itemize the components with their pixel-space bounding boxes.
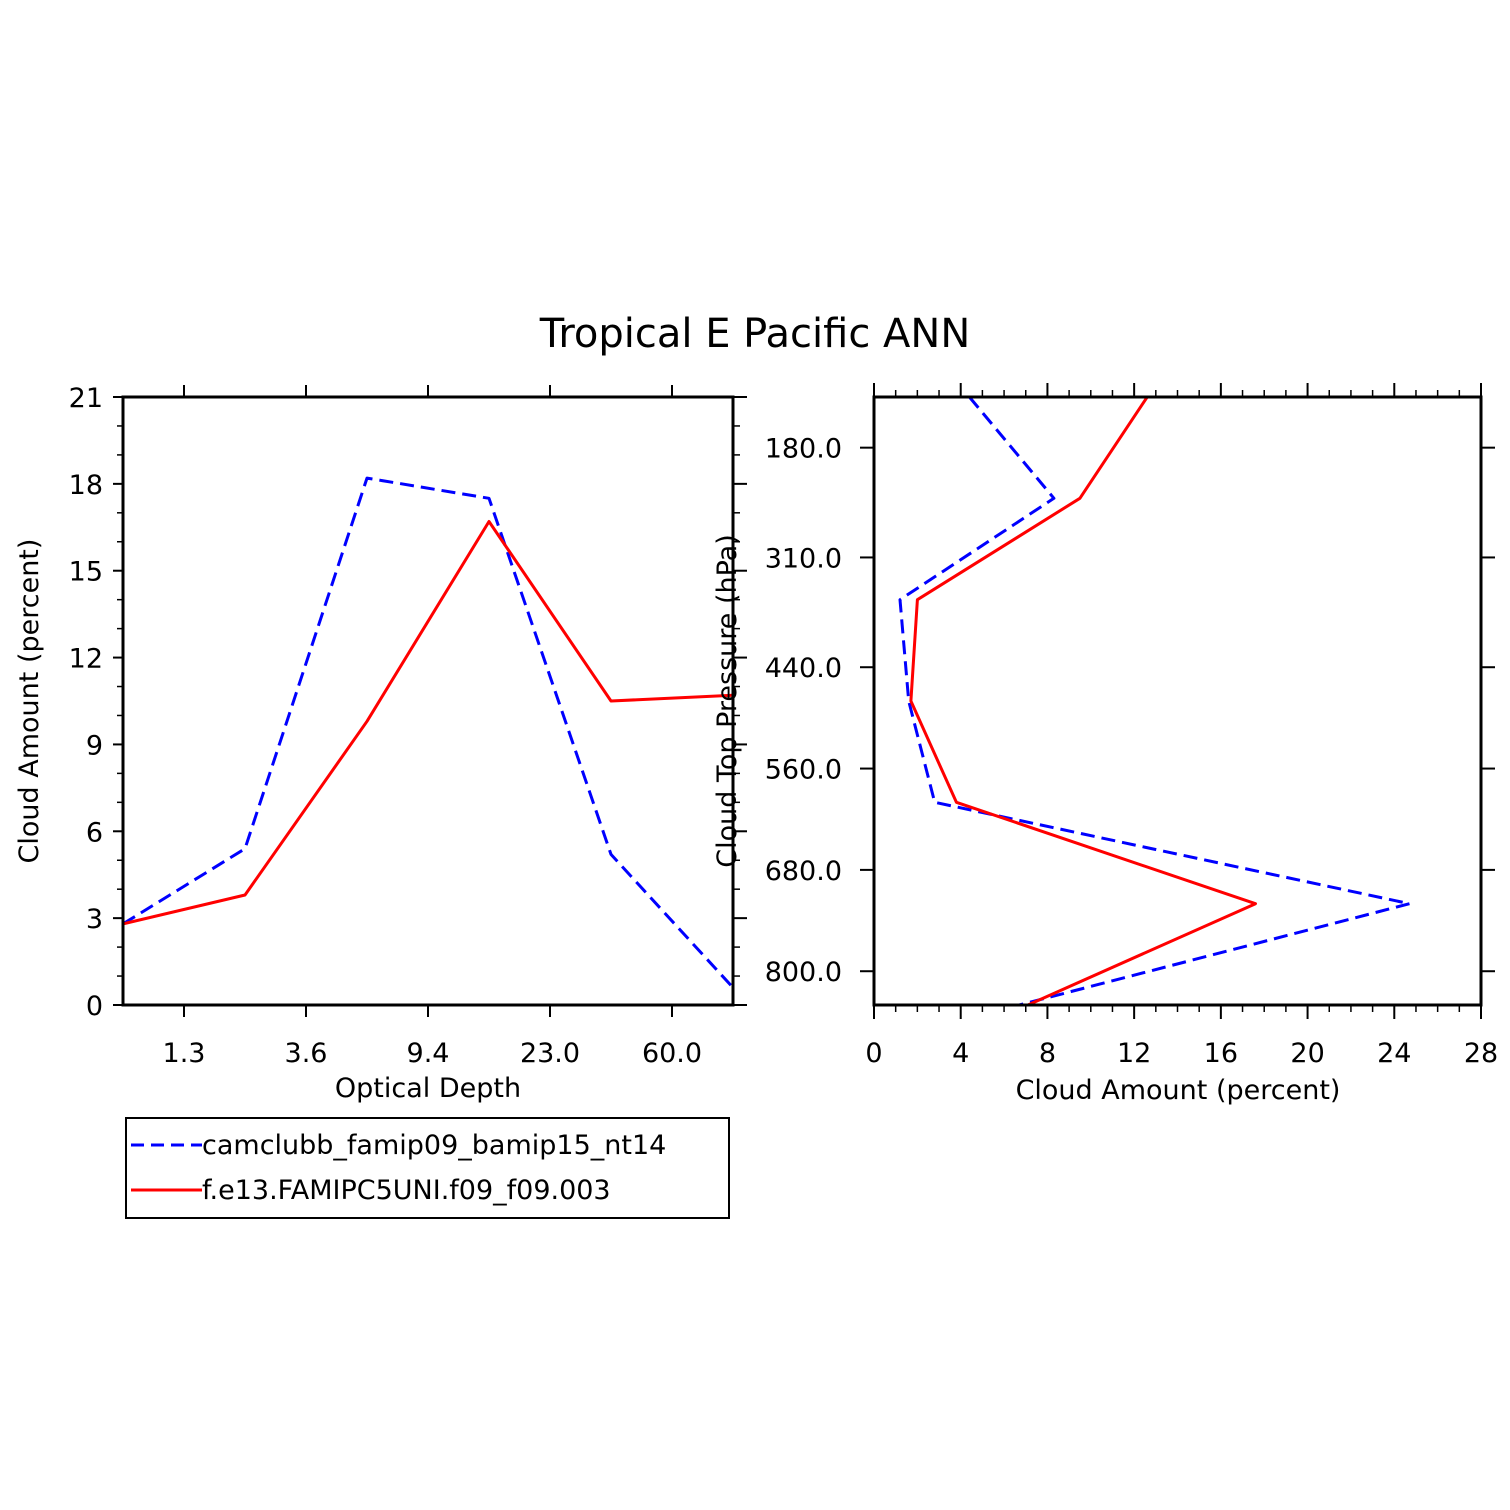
panel-cloud-top-pressure: 0 4 8 12 16 20 24 28 180.0 310.0 440.0 560.0 680.0 80… (712, 383, 1498, 1106)
panel-1-x-tick-label: 3.6 (285, 1038, 328, 1069)
panel-2-x-tick-label: 4 (952, 1038, 969, 1069)
panel-2-x-tick-label: 16 (1204, 1038, 1238, 1069)
panel-2-x-tick-label: 20 (1290, 1038, 1324, 1069)
panel-2-y-tick-label: 440.0 (765, 653, 842, 684)
panel-1-x-axis-label: Optical Depth (335, 1073, 521, 1104)
panel-1-y-tick-label: 3 (86, 904, 103, 935)
panel-2-x-tick-label: 12 (1117, 1038, 1151, 1069)
panel-2-y-tick-label: 800.0 (765, 957, 842, 988)
panel-2-y-tick-label: 560.0 (765, 755, 842, 786)
panel-1-y-tick-label: 15 (69, 557, 103, 588)
panel-1-x-tick-label: 1.3 (163, 1038, 206, 1069)
panel-2-x-tick-label: 28 (1464, 1038, 1498, 1069)
panel-1-y-tick-label: 21 (69, 383, 103, 414)
panel-2-frame (872, 395, 1483, 1007)
chart-title: Tropical E Pacific ANN (539, 311, 970, 357)
legend-label-fe13: f.e13.FAMIPC5UNI.f09_f09.003 (202, 1175, 611, 1206)
panel-1-series-line (122, 476, 735, 989)
panel-1-series-line (122, 520, 734, 926)
panel-2-x-tick-label: 24 (1377, 1038, 1411, 1069)
panel-2-x-axis-label: Cloud Amount (percent) (1016, 1075, 1341, 1106)
panel-1-y-tick-label: 0 (86, 991, 103, 1022)
panel-2-series-line (909, 396, 1257, 1007)
panel-1-y-tick-label: 9 (86, 730, 103, 761)
legend-label-camclubb: camclubb_famip09_bamip15_nt14 (202, 1130, 666, 1161)
panel-2-x-tick-label: 8 (1039, 1038, 1056, 1069)
panel-1-x-tick-label: 23.0 (520, 1038, 580, 1069)
legend: camclubb_famip09_bamip15_nt14 f.e13.FAMI… (125, 1117, 730, 1219)
panel-optical-depth: 0 3 6 9 12 15 18 21 1.3 3.6 9.4 23.0 60.0 Optical De… (14, 383, 747, 1104)
panel-2-y-tick-label: 180.0 (765, 434, 842, 465)
panel-1-frame (121, 395, 735, 1007)
panel-1-y-axis-label: Cloud Amount (percent) (14, 539, 45, 864)
panel-1-y-tick-label: 18 (69, 470, 103, 501)
panel-1-x-tick-label: 9.4 (407, 1038, 450, 1069)
panel-2-series-line (898, 396, 1411, 1007)
panel-1-y-tick-label: 6 (86, 817, 103, 848)
panel-2-y-tick-label: 680.0 (765, 856, 842, 887)
panel-1-y-tick-label: 12 (69, 644, 103, 675)
panel-2-y-tick-label: 310.0 (765, 543, 842, 574)
panel-2-y-axis-label: Cloud Top Pressure (hPa) (712, 534, 743, 868)
panel-1-x-tick-label: 60.0 (642, 1038, 702, 1069)
legend-box (125, 1117, 730, 1219)
panel-2-x-tick-label: 0 (865, 1038, 882, 1069)
